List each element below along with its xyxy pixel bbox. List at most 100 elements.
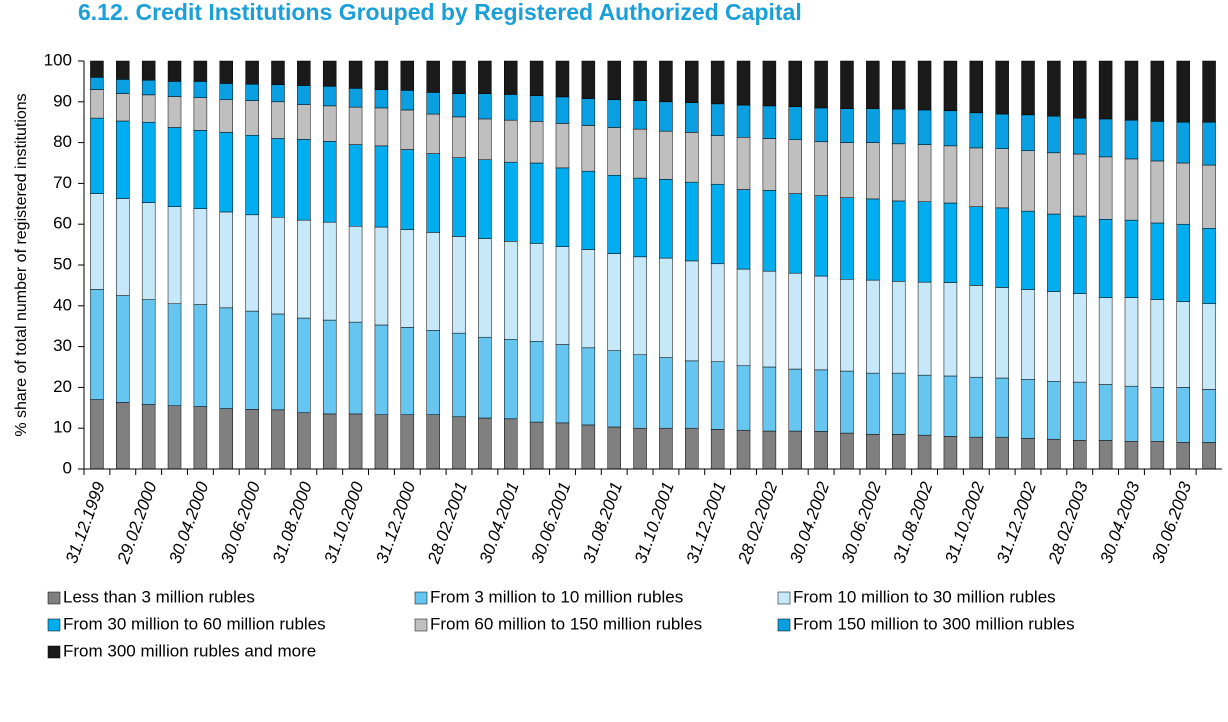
bar-segment xyxy=(607,426,621,470)
bar-segment xyxy=(297,317,311,413)
bar-segment xyxy=(581,347,596,426)
bar-segment xyxy=(1098,60,1113,120)
bar-segment xyxy=(271,84,285,103)
bar-segment xyxy=(995,207,1009,288)
bar-segment xyxy=(374,324,389,415)
bar-segment xyxy=(685,360,699,429)
bar-segment xyxy=(1202,389,1216,443)
bar-segment xyxy=(504,418,518,470)
x-tick-label: 31.12.1999 xyxy=(62,479,109,566)
bar-segment xyxy=(788,430,802,470)
bar-segment xyxy=(555,96,570,124)
bar-segment xyxy=(555,60,570,98)
x-tick-label: 31.08.2002 xyxy=(890,479,937,566)
bar-segment xyxy=(710,361,725,430)
bar-segment xyxy=(659,130,673,180)
bar-segment xyxy=(116,93,130,122)
bar-segment xyxy=(1150,299,1165,388)
bar-segment xyxy=(840,108,854,143)
bar-segment xyxy=(90,399,104,470)
bar-segment xyxy=(685,427,699,470)
bar-segment xyxy=(400,60,415,91)
x-tick-label: 31.08.2000 xyxy=(269,479,316,566)
bar-segment xyxy=(1176,223,1190,302)
bar-segment xyxy=(504,119,518,163)
bar-segment xyxy=(788,60,802,107)
bar-segment xyxy=(322,221,337,321)
bar-segment xyxy=(297,85,311,105)
bar-segment xyxy=(1150,60,1165,122)
bar-segment xyxy=(891,372,906,435)
bar-segment xyxy=(555,422,570,470)
bar-segment xyxy=(452,93,466,118)
bar-segment xyxy=(917,60,932,111)
bar-segment xyxy=(581,98,596,126)
bar-segment xyxy=(866,108,880,143)
bar-segment xyxy=(141,121,156,203)
legend-swatch xyxy=(777,618,791,632)
bar-segment xyxy=(90,289,104,400)
y-tick-label: 30 xyxy=(53,336,72,355)
bar-segment xyxy=(891,143,906,202)
bar-segment xyxy=(814,275,828,371)
bar-segment xyxy=(943,436,958,470)
x-tick-label: 31.10.2002 xyxy=(941,479,988,566)
bar-segment xyxy=(426,92,440,115)
bar-segment xyxy=(891,434,906,470)
bar-segment xyxy=(1073,60,1087,119)
legend-swatch xyxy=(47,618,61,632)
bar-segment xyxy=(348,60,363,89)
bar-segment xyxy=(452,236,466,334)
bar-segment xyxy=(167,303,182,407)
bar-segment xyxy=(141,94,156,123)
legend-label: From 10 million to 30 million rubles xyxy=(793,587,1056,606)
bar-segment xyxy=(1150,121,1165,162)
bar-segment xyxy=(1047,115,1061,154)
x-tick-label: 28.02.2002 xyxy=(734,479,781,567)
bar-segment xyxy=(969,436,984,470)
bar-segment xyxy=(1021,378,1035,439)
bar-segment xyxy=(607,99,621,128)
bar-segment xyxy=(710,429,725,470)
bar-segment xyxy=(90,89,104,119)
bar-segment xyxy=(995,287,1009,379)
bar-segment xyxy=(969,206,984,286)
bar-segment xyxy=(1124,119,1139,160)
bar-segment xyxy=(891,108,906,145)
bar-segment xyxy=(1073,153,1087,217)
bar-segment xyxy=(659,179,673,259)
legend-swatch xyxy=(414,591,428,605)
bar-segment xyxy=(633,60,647,101)
bar-segment xyxy=(969,112,984,149)
bar-segment xyxy=(917,144,932,203)
bar-segment xyxy=(504,241,518,340)
bar-segment xyxy=(659,427,673,470)
bar-segment xyxy=(1073,293,1087,383)
y-tick-label: 90 xyxy=(53,91,72,110)
bar-segment xyxy=(219,60,233,84)
bar-segment xyxy=(581,60,596,99)
bar-segment xyxy=(504,60,518,95)
legend-label: From 150 million to 300 million rubles xyxy=(793,614,1075,633)
bar-segment xyxy=(891,281,906,374)
bar-segment xyxy=(141,79,156,96)
bar-segment xyxy=(1021,114,1035,152)
bar-segment xyxy=(1124,158,1139,221)
bar-segment xyxy=(271,60,285,85)
bar-segment xyxy=(1202,164,1216,229)
bar-segment xyxy=(167,405,182,470)
bar-segment xyxy=(90,117,104,194)
bar-segment xyxy=(167,60,182,82)
bar-segment xyxy=(659,357,673,429)
bar-segment xyxy=(193,81,208,98)
bar-segment xyxy=(762,60,777,107)
bar-segment xyxy=(219,408,233,470)
bar-segment xyxy=(374,107,389,147)
bar-segment xyxy=(762,105,777,139)
bar-segment xyxy=(322,60,337,87)
bar-segment xyxy=(1073,440,1087,470)
bar-segment xyxy=(1124,297,1139,387)
bar-segment xyxy=(969,147,984,207)
bar-segment xyxy=(245,409,259,470)
